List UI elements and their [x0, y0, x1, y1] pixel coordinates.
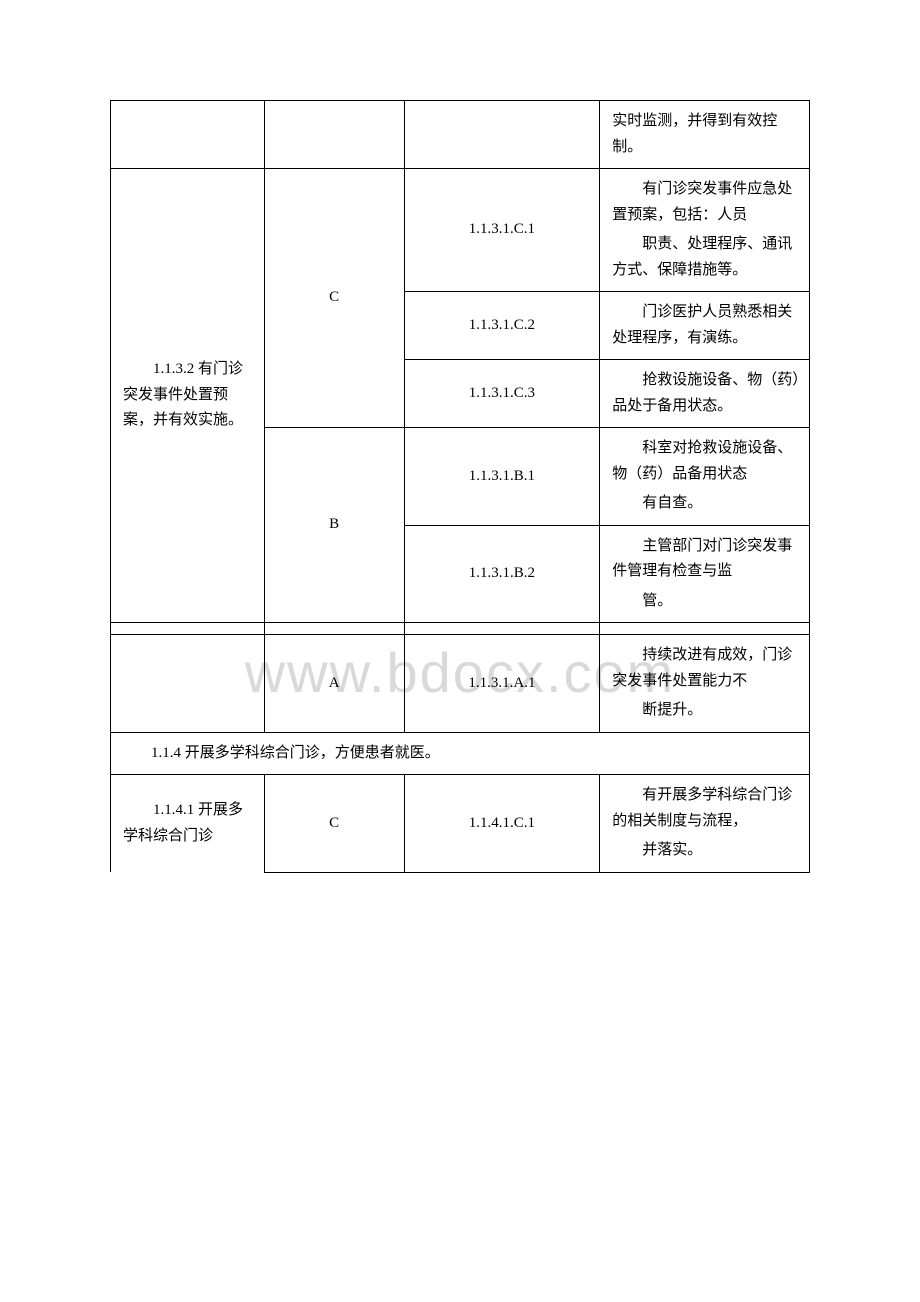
cell-empty: [111, 623, 265, 635]
cell-description: 实时监测，并得到有效控制。: [600, 101, 810, 169]
cell-code: 1.1.3.1.C.3: [404, 360, 600, 428]
table-spacer-row: [111, 623, 810, 635]
cell-empty: [111, 101, 265, 169]
cell-item: 1.1.4.1 开展多学科综合门诊: [111, 775, 265, 873]
cell-code: 1.1.4.1.C.1: [404, 775, 600, 873]
cell-empty: [264, 101, 404, 169]
cell-empty: [404, 623, 600, 635]
cell-empty: [111, 635, 265, 733]
cell-grade: C: [264, 169, 404, 428]
cell-code: 1.1.3.1.A.1: [404, 635, 600, 733]
cell-empty: [264, 623, 404, 635]
cell-description: 主管部门对门诊突发事件管理有检查与监 管。: [600, 525, 810, 623]
section-header: 1.1.4 开展多学科综合门诊，方便患者就医。: [111, 732, 810, 775]
cell-code: 1.1.3.1.B.1: [404, 428, 600, 526]
cell-empty: [404, 101, 600, 169]
table-row: 实时监测，并得到有效控制。: [111, 101, 810, 169]
cell-description: 持续改进有成效，门诊突发事件处置能力不 断提升。: [600, 635, 810, 733]
cell-description: 抢救设施设备、物（药）品处于备用状态。: [600, 360, 810, 428]
cell-item: 1.1.3.2 有门诊突发事件处置预案，并有效实施。: [111, 169, 265, 623]
table-row: 1.1.4.1 开展多学科综合门诊 C 1.1.4.1.C.1 有开展多学科综合…: [111, 775, 810, 873]
cell-empty: [600, 623, 810, 635]
cell-description: 有开展多学科综合门诊的相关制度与流程， 并落实。: [600, 775, 810, 873]
cell-description: 门诊医护人员熟悉相关处理程序，有演练。: [600, 292, 810, 360]
cell-code: 1.1.3.1.C.2: [404, 292, 600, 360]
table-container: 实时监测，并得到有效控制。 1.1.3.2 有门诊突发事件处置预案，并有效实施。…: [110, 100, 810, 873]
standards-table: 实时监测，并得到有效控制。 1.1.3.2 有门诊突发事件处置预案，并有效实施。…: [110, 100, 810, 873]
cell-grade: B: [264, 428, 404, 623]
cell-code: 1.1.3.1.B.2: [404, 525, 600, 623]
cell-grade: A: [264, 635, 404, 733]
cell-code: 1.1.3.1.C.1: [404, 169, 600, 292]
table-section-row: 1.1.4 开展多学科综合门诊，方便患者就医。: [111, 732, 810, 775]
cell-description: 科室对抢救设施设备、物（药）品备用状态 有自查。: [600, 428, 810, 526]
table-row: A 1.1.3.1.A.1 持续改进有成效，门诊突发事件处置能力不 断提升。: [111, 635, 810, 733]
table-row: 1.1.3.2 有门诊突发事件处置预案，并有效实施。 C 1.1.3.1.C.1…: [111, 169, 810, 292]
cell-description: 有门诊突发事件应急处置预案，包括：人员 职责、处理程序、通讯方式、保障措施等。: [600, 169, 810, 292]
cell-grade: C: [264, 775, 404, 873]
